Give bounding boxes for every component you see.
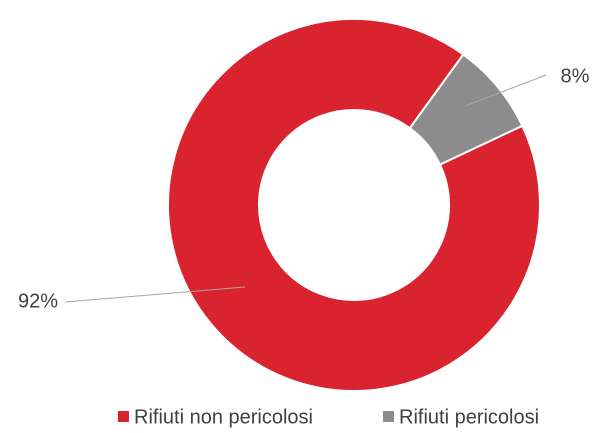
leader-line bbox=[64, 286, 246, 303]
donut-slice bbox=[167, 18, 541, 392]
legend-label: Rifiuti pericolosi bbox=[399, 406, 539, 428]
leader-line bbox=[464, 74, 547, 107]
donut-slice bbox=[408, 53, 524, 166]
legend-swatch bbox=[118, 411, 129, 422]
data-label: 92% bbox=[18, 290, 58, 312]
legend-swatch bbox=[383, 411, 394, 422]
data-label: 8% bbox=[561, 65, 590, 87]
legend-label: Rifiuti non pericolosi bbox=[134, 406, 313, 428]
